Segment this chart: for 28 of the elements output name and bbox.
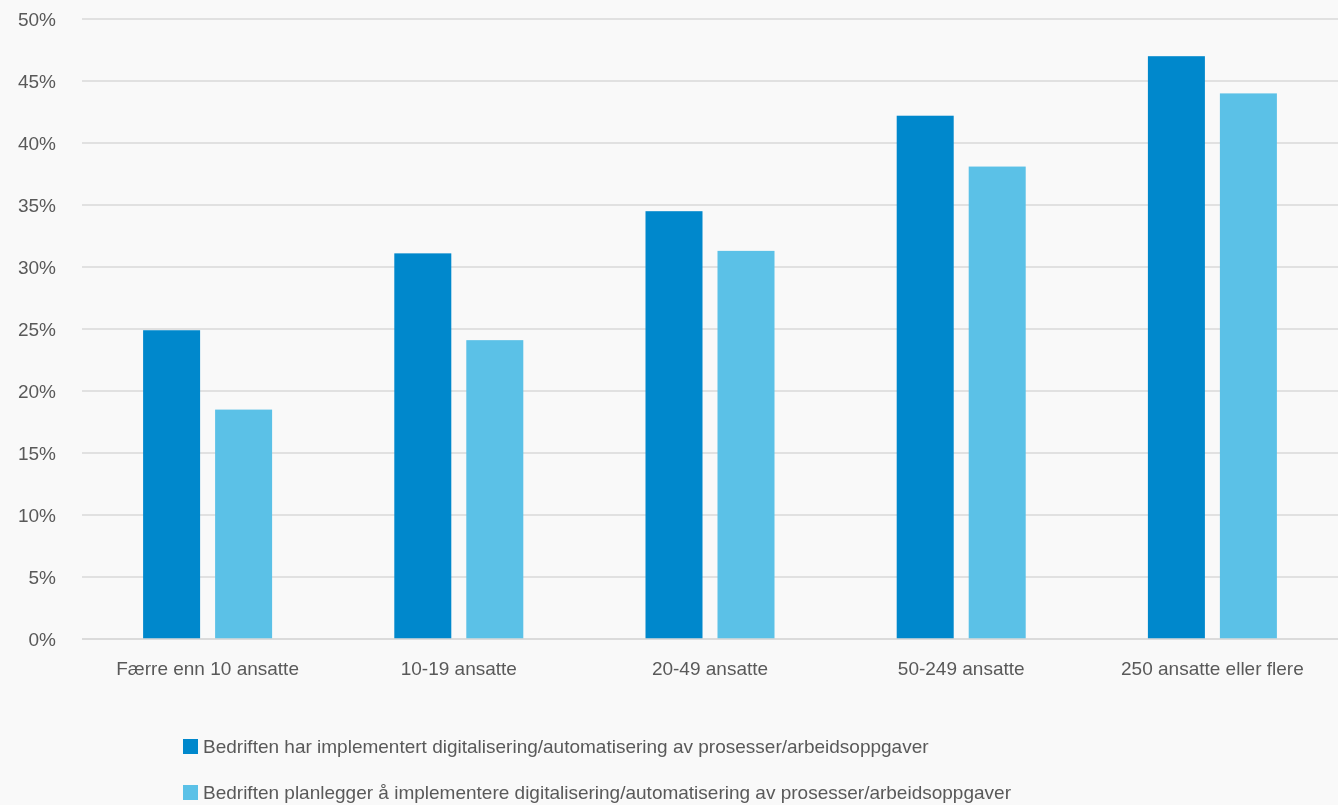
bar: [1219, 93, 1277, 639]
legend-label: Bedriften planlegger å implementere digitalisering/automatisering av prosesser/arbeidsoppgaver: [203, 781, 1012, 803]
y-tick-label: 0%: [28, 628, 57, 650]
y-tick-label: 15%: [17, 442, 57, 464]
y-tick-label: 10%: [17, 504, 57, 526]
bar: [215, 409, 273, 639]
y-tick-label: 25%: [17, 318, 57, 340]
y-tick-label: 45%: [17, 70, 57, 92]
y-tick-label: 40%: [17, 132, 57, 154]
bar: [394, 253, 452, 639]
bar: [717, 250, 775, 639]
x-tick-label: Færre enn 10 ansatte: [116, 658, 299, 679]
legend-label: Bedriften har implementert digitalisering/automatisering av prosesser/arbeidsoppgaver: [203, 735, 930, 757]
bar: [143, 330, 201, 639]
y-tick-label: 50%: [17, 8, 57, 30]
bar: [896, 115, 954, 639]
x-tick-label: 50-249 ansatte: [897, 658, 1025, 679]
bar: [1147, 56, 1205, 639]
y-tick-label: 30%: [17, 256, 57, 278]
y-tick-label: 5%: [28, 566, 57, 588]
bar: [466, 340, 524, 639]
bar: [968, 166, 1026, 639]
x-tick-label: 250 ansatte eller flere: [1121, 658, 1304, 679]
x-tick-label: 20-49 ansatte: [651, 658, 769, 679]
y-tick-label: 20%: [17, 380, 57, 402]
x-tick-label: 10-19 ansatte: [400, 658, 517, 679]
y-tick-label: 35%: [17, 194, 57, 216]
bar: [645, 211, 703, 639]
